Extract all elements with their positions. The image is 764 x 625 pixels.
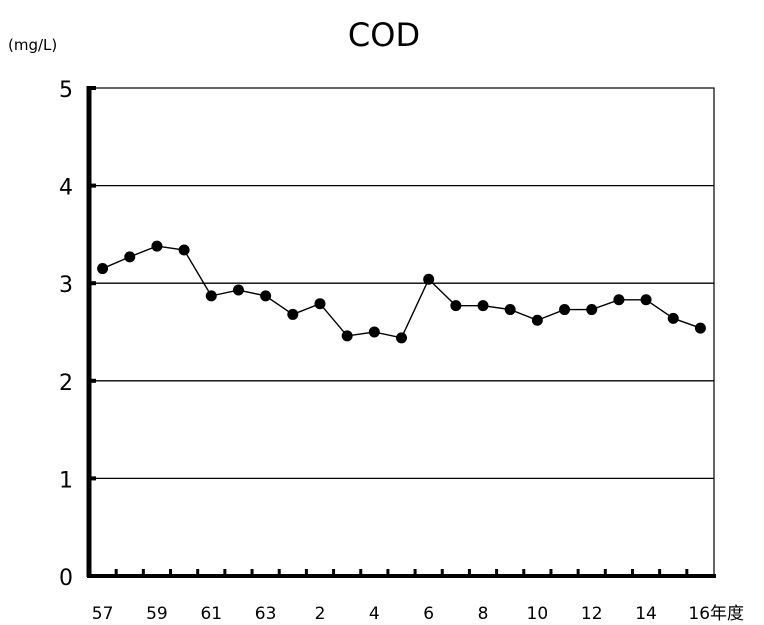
y-tick-label: 1	[59, 468, 73, 493]
data-point	[477, 300, 489, 312]
data-point	[151, 240, 163, 252]
data-point	[423, 273, 435, 285]
chart-title: COD	[348, 16, 420, 54]
data-point	[396, 332, 407, 344]
plot-frame	[88, 87, 715, 577]
data-point	[205, 290, 217, 302]
x-tick-label: 10	[527, 604, 549, 624]
data-point	[341, 330, 353, 342]
data-point	[531, 314, 543, 326]
data-point	[124, 251, 136, 263]
data-point	[667, 312, 679, 324]
y-tick-label: 0	[59, 566, 73, 591]
data-point	[232, 284, 244, 296]
y-tick-label: 3	[59, 273, 73, 298]
data-point	[613, 294, 625, 306]
x-tick-label: 16年度	[688, 604, 744, 624]
data-point	[368, 326, 380, 338]
y-tick-label: 2	[59, 371, 73, 396]
x-tick-label: 4	[369, 604, 380, 624]
x-tick-label: 8	[478, 604, 489, 624]
data-point	[287, 308, 299, 320]
y-tick-label: 4	[59, 176, 73, 201]
data-point	[504, 304, 516, 316]
series-line	[102, 245, 701, 339]
x-tick-label: 61	[200, 604, 222, 624]
x-tick-label: 14	[635, 604, 657, 624]
data-point	[260, 290, 272, 302]
gridlines	[89, 184, 714, 480]
x-tick-label: 2	[315, 604, 326, 624]
y-tick-label: 5	[59, 78, 73, 103]
y-unit-label: (mg/L)	[8, 36, 57, 54]
x-tick-label: 12	[581, 604, 603, 624]
x-tick-label: 57	[92, 604, 114, 624]
data-point	[450, 300, 462, 312]
data-point	[559, 304, 571, 316]
data-point	[178, 244, 190, 256]
data-point	[694, 322, 706, 334]
data-point	[97, 263, 109, 275]
data-point	[314, 298, 326, 310]
x-tick-label: 59	[146, 604, 168, 624]
data-point	[586, 304, 598, 316]
x-tick-label: 6	[423, 604, 434, 624]
x-tick-label: 63	[255, 604, 277, 624]
data-point	[640, 294, 652, 306]
